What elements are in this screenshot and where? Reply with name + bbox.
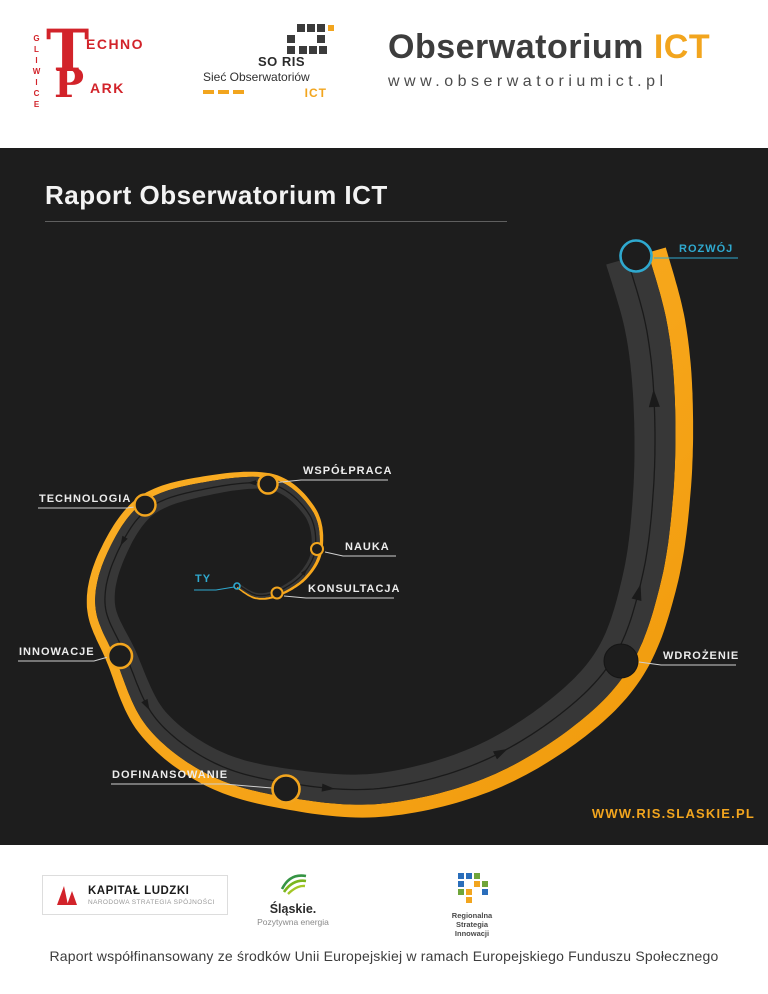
brand-title: Obserwatorium ICT (388, 28, 710, 67)
soris-subtitle: Sieć Obserwatoriów (203, 70, 310, 84)
soris-ict-tag: ICT (304, 86, 327, 100)
leader-ty (194, 586, 235, 591)
header: GLIWICE T P ECHNO ARK SO RIS Sieć Obserw… (0, 0, 768, 148)
spiral-label-nauka: NAUKA (345, 541, 390, 553)
soris-pixel-icon (287, 24, 334, 54)
report-panel: Raport Obserwatorium ICT ROZWÓJ WSPÓŁPRA… (0, 148, 768, 845)
spiral-label-dofinansowanie: DOFINANSOWANIE (112, 769, 229, 781)
node-konsultacja (270, 586, 284, 600)
kapital-ludzki-subtitle: NARODOWA STRATEGIA SPÓJNOŚCI (88, 898, 215, 906)
spiral-label-konsultacja: KONSULTACJA (308, 583, 401, 595)
brand-block: Obserwatorium ICT www.obserwatoriumict.p… (388, 28, 710, 91)
brand-url: www.obserwatoriumict.pl (388, 73, 668, 90)
slaskie-subtitle: Pozytywna energia (257, 917, 329, 927)
rsi-pixel-icon (458, 873, 488, 903)
technopark-city-label: GLIWICE (32, 34, 41, 111)
node-dofinansowanie (271, 774, 301, 804)
spiral-label-wspolpraca: WSPÓŁPRACA (303, 465, 393, 477)
node-nauka (310, 542, 324, 556)
spiral-label-ty: TY (195, 573, 212, 585)
rsi-line2: Strategia (455, 920, 489, 929)
brand-title-accent: ICT (653, 28, 711, 66)
node-ty (233, 582, 241, 590)
leader-nauka (324, 551, 396, 557)
node-wdrozenie (603, 643, 639, 679)
slaskie-swoosh-icon (280, 874, 307, 895)
direction-arrow (300, 568, 308, 576)
node-rozwoj (619, 239, 653, 273)
technopark-monogram-t: T (46, 17, 90, 85)
footer: KAPITAŁ LUDZKI NARODOWA STRATEGIA SPÓJNO… (0, 845, 768, 994)
leader-konsultacja (283, 595, 394, 599)
direction-arrow (247, 480, 257, 486)
spiral-label-rozwoj: ROZWÓJ (679, 243, 734, 255)
brand-title-main: Obserwatorium (388, 28, 644, 66)
spiral-label-innowacje: INNOWACJE (19, 646, 95, 658)
spiral-label-wdrozenie: WDROŻENIE (663, 650, 740, 662)
ris-website-text: WWW.RIS.SLASKIE.PL (591, 806, 755, 821)
soris-name: SO RIS (258, 54, 306, 69)
technopark-line1: ECHNO (86, 36, 145, 52)
direction-arrow (141, 698, 150, 711)
leader-wdrozenie (638, 661, 736, 666)
spiral-diagram (18, 239, 738, 818)
leader-wspolpraca (271, 479, 388, 484)
kapital-ludzki-title: KAPITAŁ LUDZKI (88, 884, 190, 897)
spiral-label-technologia: TECHNOLOGIA (39, 493, 132, 505)
slaskie-logo: Śląskie. Pozytywna energia (250, 869, 336, 927)
direction-arrow (493, 748, 508, 760)
funding-disclaimer: Raport współfinansowany ze środków Unii … (49, 948, 719, 964)
technopark-logo: GLIWICE T P ECHNO ARK (30, 20, 180, 120)
node-technologia (133, 493, 157, 517)
direction-arrow (120, 535, 128, 546)
node-wspolpraca (257, 473, 279, 495)
direction-arrow (648, 389, 660, 408)
leader-technologia (38, 505, 143, 509)
spiral-arrows (120, 389, 660, 792)
leader-innowacje (18, 656, 109, 662)
technopark-monogram-p: P (54, 60, 85, 107)
slaskie-title: Śląskie. (269, 902, 317, 916)
node-innowacje (106, 642, 134, 670)
leader-dofinansowanie (111, 783, 273, 789)
technopark-line2: ARK (90, 80, 125, 96)
rsi-line3: Innowacji (454, 929, 490, 938)
direction-arrow (321, 783, 335, 792)
page-title: Raport Obserwatorium ICT (45, 180, 507, 222)
soris-dashes-decoration (203, 90, 244, 94)
kapital-ludzki-logo: KAPITAŁ LUDZKI NARODOWA STRATEGIA SPÓJNO… (42, 875, 228, 915)
direction-arrow (631, 584, 642, 601)
soris-logo: SO RIS Sieć Obserwatoriów ICT (203, 24, 335, 112)
rsi-logo: Regionalna Strategia Innowacji (424, 873, 520, 938)
rsi-line1: Regionalna (451, 911, 493, 920)
kapital-ludzki-icon (55, 883, 79, 907)
